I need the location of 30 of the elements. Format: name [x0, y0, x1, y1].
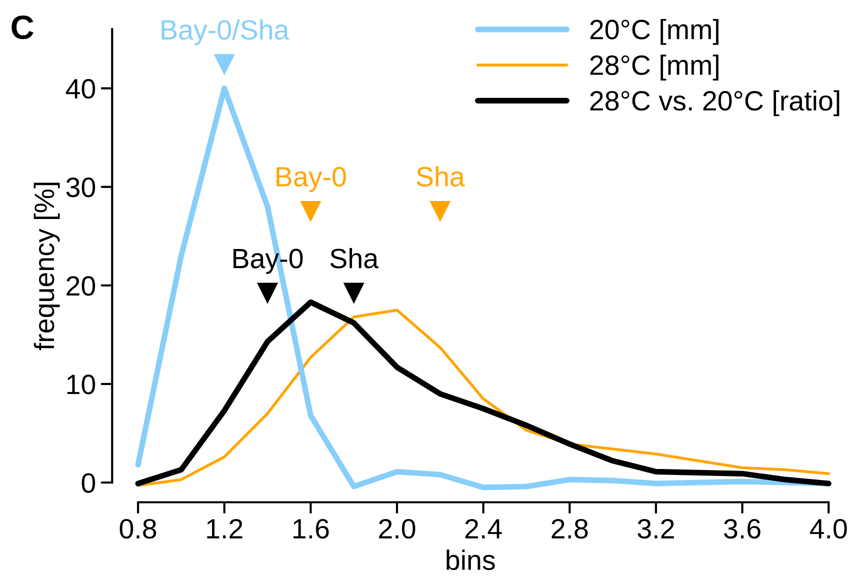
x-tick-label: 0.8 [120, 518, 156, 539]
point [300, 200, 322, 222]
x-tick-label: 4.0 [810, 518, 847, 539]
x-tick-label: 1.6 [293, 518, 329, 539]
point [214, 54, 235, 76]
x-axis-title: bins [446, 550, 495, 570]
y-tick-label: 0 [82, 473, 96, 493]
text: C [12, 15, 34, 40]
x-tick-label: 2.8 [552, 518, 588, 539]
legend-label: 20°C [mm] [590, 19, 718, 45]
legend-label: 28°C vs. 20°C [ratio] [590, 90, 840, 116]
point [343, 282, 364, 304]
x-tick-label: 3.2 [638, 518, 674, 539]
x-tick-label: 1.2 [207, 518, 242, 538]
x-tick-label: 2.4 [465, 518, 502, 538]
point [430, 200, 451, 222]
x-tick-label: 3.6 [724, 518, 760, 539]
legend-label: 28°C [mm] [590, 54, 718, 81]
data-label: Sha [416, 166, 465, 187]
data-label: Bay-0 [276, 166, 346, 192]
data-label: Sha [330, 248, 379, 268]
point [256, 282, 278, 304]
x-tick-label: 2.0 [379, 518, 416, 539]
data-label: Bay-0 [234, 248, 303, 274]
data-label: Bay-0/Sha [162, 19, 290, 46]
y-tick-label: 20 [66, 276, 96, 296]
y-tick-label: 30 [66, 178, 96, 198]
y-tick-label: 40 [66, 79, 96, 99]
y-axis-title: frequency [%] [34, 182, 60, 350]
y-tick-label: 10 [67, 374, 96, 394]
